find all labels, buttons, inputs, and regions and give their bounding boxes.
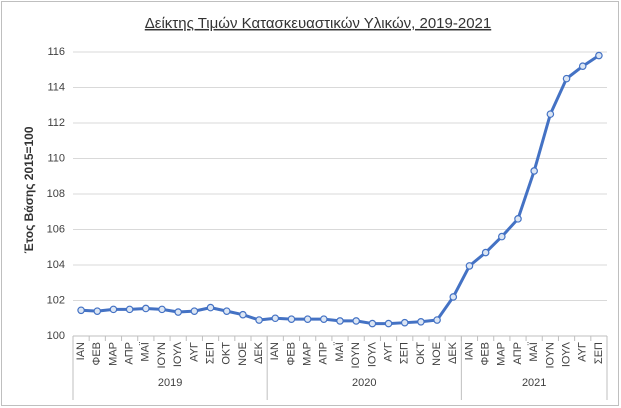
data-point bbox=[158, 305, 166, 314]
y-tick-label: 102 bbox=[47, 294, 65, 306]
group-label: 2021 bbox=[522, 377, 546, 389]
x-tick-label: ΑΠΡ bbox=[512, 342, 524, 365]
x-tick-label: ΟΚΤ bbox=[221, 342, 233, 365]
x-tick-label: ΙΑΝ bbox=[269, 342, 281, 360]
data-point bbox=[384, 319, 393, 328]
x-tick-label: ΙΟΥΝ bbox=[350, 342, 362, 369]
x-tick-label: ΣΕΠ bbox=[204, 342, 216, 364]
x-tick-label: ΝΟΕ bbox=[431, 342, 443, 366]
x-tick-label: ΑΠΡ bbox=[124, 342, 136, 365]
data-point bbox=[174, 308, 182, 316]
chart-title: Δείκτης Τιμών Κατασκευαστικών Υλικών, 20… bbox=[145, 15, 491, 32]
x-tick-label: ΦΕΒ bbox=[91, 342, 103, 365]
x-tick-label: ΙΟΥΛ bbox=[172, 341, 184, 367]
data-point bbox=[206, 303, 215, 312]
data-point bbox=[287, 315, 296, 323]
x-tick-label: ΙΟΥΛ bbox=[366, 341, 378, 367]
y-tick-label: 100 bbox=[47, 330, 65, 342]
x-tick-label: ΙΟΥΛ bbox=[560, 341, 572, 367]
y-tick-label: 114 bbox=[47, 81, 65, 93]
y-tick-label: 104 bbox=[47, 259, 65, 271]
data-point bbox=[222, 307, 231, 315]
data-point bbox=[400, 318, 409, 327]
x-tick-label: ΦΕΒ bbox=[285, 342, 297, 365]
data-point bbox=[271, 314, 280, 323]
data-point bbox=[562, 74, 571, 83]
data-point bbox=[77, 306, 85, 315]
y-tick-label: 112 bbox=[47, 117, 65, 129]
group-label: 2020 bbox=[352, 377, 376, 389]
y-tick-label: 106 bbox=[47, 223, 65, 235]
x-tick-label: ΔΕΚ bbox=[253, 341, 265, 364]
data-point bbox=[514, 215, 522, 223]
data-point bbox=[336, 317, 344, 325]
data-point bbox=[465, 262, 474, 270]
data-point bbox=[417, 317, 425, 326]
data-point bbox=[546, 110, 555, 118]
x-tick-label: ΝΟΕ bbox=[237, 342, 249, 366]
data-point bbox=[578, 62, 587, 70]
data-point bbox=[303, 315, 312, 323]
data-point bbox=[255, 316, 263, 324]
x-tick-label: ΜΑΡ bbox=[107, 342, 119, 366]
data-point bbox=[449, 293, 458, 301]
x-tick-label: ΑΠΡ bbox=[318, 342, 330, 365]
x-tick-label: ΣΕΠ bbox=[399, 342, 411, 364]
x-tick-label: ΙΑΝ bbox=[463, 342, 475, 360]
x-tick-label: ΜΑΪ bbox=[334, 341, 346, 362]
x-tick-label: ΑΥΓ bbox=[188, 342, 200, 362]
data-point bbox=[239, 310, 247, 319]
x-tick-label: ΣΕΠ bbox=[593, 342, 605, 364]
y-axis-label: Έτος Βάσης 2015=100 bbox=[22, 126, 36, 253]
data-point bbox=[368, 319, 377, 328]
x-tick-label: ΦΕΒ bbox=[480, 342, 492, 365]
data-point bbox=[320, 315, 328, 323]
data-point bbox=[190, 307, 199, 315]
x-tick-label: ΙΟΥΝ bbox=[156, 342, 168, 369]
y-tick-label: 108 bbox=[47, 188, 65, 200]
x-tick-label: ΜΑΡ bbox=[302, 342, 314, 366]
data-point bbox=[352, 317, 360, 325]
x-tick-label: ΑΥΓ bbox=[577, 342, 589, 362]
group-label: 2019 bbox=[158, 377, 182, 389]
x-tick-label: ΑΥΓ bbox=[382, 342, 394, 362]
data-point bbox=[93, 307, 102, 315]
data-point bbox=[125, 305, 134, 314]
x-tick-label: ΔΕΚ bbox=[447, 341, 459, 364]
data-point bbox=[498, 232, 506, 241]
data-point bbox=[109, 305, 118, 314]
x-tick-label: ΜΑΪ bbox=[140, 341, 152, 362]
data-point bbox=[481, 248, 490, 257]
x-tick-label: ΙΟΥΝ bbox=[544, 342, 556, 369]
data-point bbox=[433, 316, 441, 324]
y-tick-label: 116 bbox=[47, 46, 65, 58]
data-point bbox=[595, 51, 603, 60]
y-tick-label: 110 bbox=[47, 152, 65, 164]
x-tick-label: ΜΑΡ bbox=[496, 342, 508, 366]
x-tick-label: ΜΑΪ bbox=[528, 341, 540, 362]
x-tick-label: ΙΑΝ bbox=[75, 342, 87, 360]
data-point bbox=[142, 304, 150, 313]
x-tick-label: ΟΚΤ bbox=[415, 342, 427, 365]
data-point bbox=[530, 167, 538, 175]
